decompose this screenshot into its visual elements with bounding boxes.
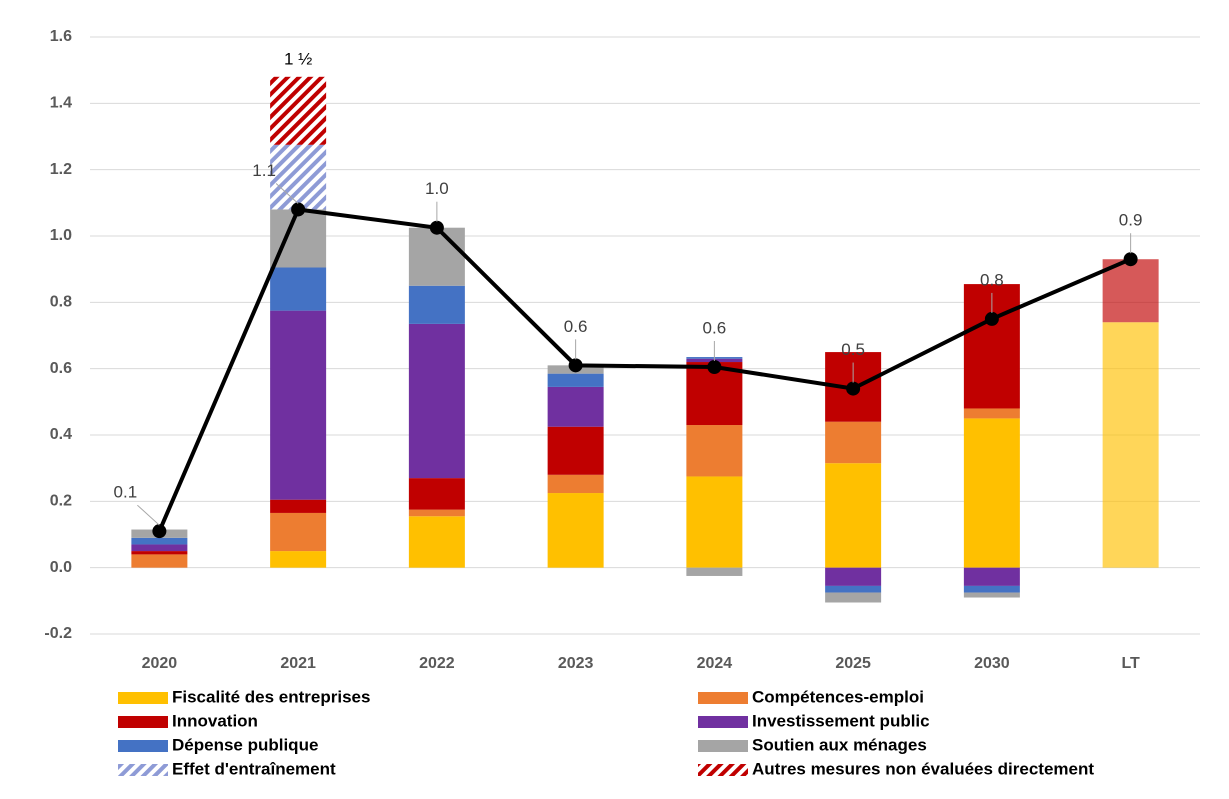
y-tick-label: 0.6 xyxy=(50,360,72,377)
line-point xyxy=(1123,252,1138,267)
legend-swatch xyxy=(118,764,168,776)
line-point xyxy=(568,358,583,373)
y-tick-label: 0.4 xyxy=(50,426,72,443)
x-tick-label: 2025 xyxy=(835,655,871,672)
bar-segment xyxy=(408,323,465,479)
bar-segment xyxy=(270,209,327,268)
line-point xyxy=(846,381,861,396)
x-tick-label: 2030 xyxy=(974,655,1010,672)
bar-segment xyxy=(825,463,882,568)
leader-line xyxy=(275,183,299,204)
bar-segment xyxy=(131,537,188,545)
bar-segment xyxy=(825,585,882,593)
legend-swatch xyxy=(698,692,748,704)
line-point xyxy=(429,220,444,235)
y-tick-label: 1.2 xyxy=(50,161,72,178)
y-tick-label: 0.2 xyxy=(50,493,72,510)
y-tick-label: 1.6 xyxy=(50,28,72,45)
bar-segment xyxy=(270,267,327,311)
leader-line xyxy=(137,504,160,526)
legend-label: Dépense publique xyxy=(172,735,318,754)
bar-segment xyxy=(408,478,465,510)
x-tick-label: 2021 xyxy=(280,655,316,672)
legend-label: Autres mesures non évaluées directement xyxy=(752,759,1094,778)
data-label: 0.1 xyxy=(114,483,138,502)
bar-segment xyxy=(963,567,1020,586)
bar-segment xyxy=(408,509,465,517)
bar-segment xyxy=(270,551,327,568)
bar-segment xyxy=(963,592,1020,598)
legend-label: Investissement public xyxy=(752,711,930,730)
data-label: 0.6 xyxy=(703,318,727,337)
x-tick-label: LT xyxy=(1121,655,1140,672)
data-label: 0.9 xyxy=(1119,211,1143,230)
y-tick-label: -0.2 xyxy=(44,625,72,642)
legend-swatch xyxy=(118,740,168,752)
bar-segment xyxy=(131,544,188,552)
y-tick-label: 1.4 xyxy=(50,95,72,112)
data-label: 0.5 xyxy=(841,340,865,359)
bar-segment xyxy=(131,554,188,568)
legend-swatch xyxy=(118,716,168,728)
bar-segment xyxy=(825,592,882,603)
bar-segment xyxy=(270,76,327,145)
data-label: 0.8 xyxy=(980,270,1004,289)
bar-segment xyxy=(686,476,743,568)
y-tick-label: 0.0 xyxy=(50,559,72,576)
legend-label: Compétences-emploi xyxy=(752,687,924,706)
bar-segment xyxy=(963,408,1020,419)
bar-segment xyxy=(547,373,604,387)
x-tick-label: 2023 xyxy=(558,655,594,672)
line-point xyxy=(291,202,306,217)
line-point xyxy=(152,524,167,539)
line-point xyxy=(707,360,722,375)
annotation: 1 ½ xyxy=(284,50,312,69)
bar-segment xyxy=(547,426,604,475)
bar-segment xyxy=(963,418,1020,568)
bar-segment xyxy=(408,285,465,324)
x-tick-label: 2022 xyxy=(419,655,455,672)
legend-swatch xyxy=(698,764,748,776)
x-tick-label: 2024 xyxy=(697,655,733,672)
bar-segment xyxy=(270,144,327,210)
legend-label: Soutien aux ménages xyxy=(752,735,927,754)
bar-segment xyxy=(408,516,465,568)
bar-segment xyxy=(1102,322,1159,568)
legend-swatch xyxy=(698,740,748,752)
bar-segment xyxy=(825,567,882,586)
bar-segment xyxy=(131,551,188,555)
line-point xyxy=(984,311,999,326)
bar-segment xyxy=(963,585,1020,593)
line xyxy=(157,207,1132,532)
bar-segment xyxy=(825,421,882,464)
legend-label: Innovation xyxy=(172,711,258,730)
bar-segment xyxy=(270,499,327,513)
legend-swatch xyxy=(118,692,168,704)
data-label: 0.6 xyxy=(564,317,588,336)
legend-label: Effet d'entraînement xyxy=(172,759,336,778)
data-label: 1.1 xyxy=(252,161,276,180)
bar-segment xyxy=(547,386,604,427)
legend-label: Fiscalité des entreprises xyxy=(172,687,370,706)
bar-segment xyxy=(547,474,604,494)
legend-swatch xyxy=(698,716,748,728)
bar-segment xyxy=(270,310,327,500)
bar-segment xyxy=(547,493,604,568)
y-tick-label: 1.0 xyxy=(50,227,72,244)
bar-segment xyxy=(1102,259,1159,323)
y-tick-label: 0.8 xyxy=(50,294,72,311)
data-label: 1.0 xyxy=(425,179,449,198)
x-tick-label: 2020 xyxy=(142,655,178,672)
bar-segment xyxy=(686,425,743,477)
bar-segment xyxy=(408,227,465,286)
bar-segment xyxy=(686,567,743,576)
bar-segment xyxy=(270,512,327,552)
